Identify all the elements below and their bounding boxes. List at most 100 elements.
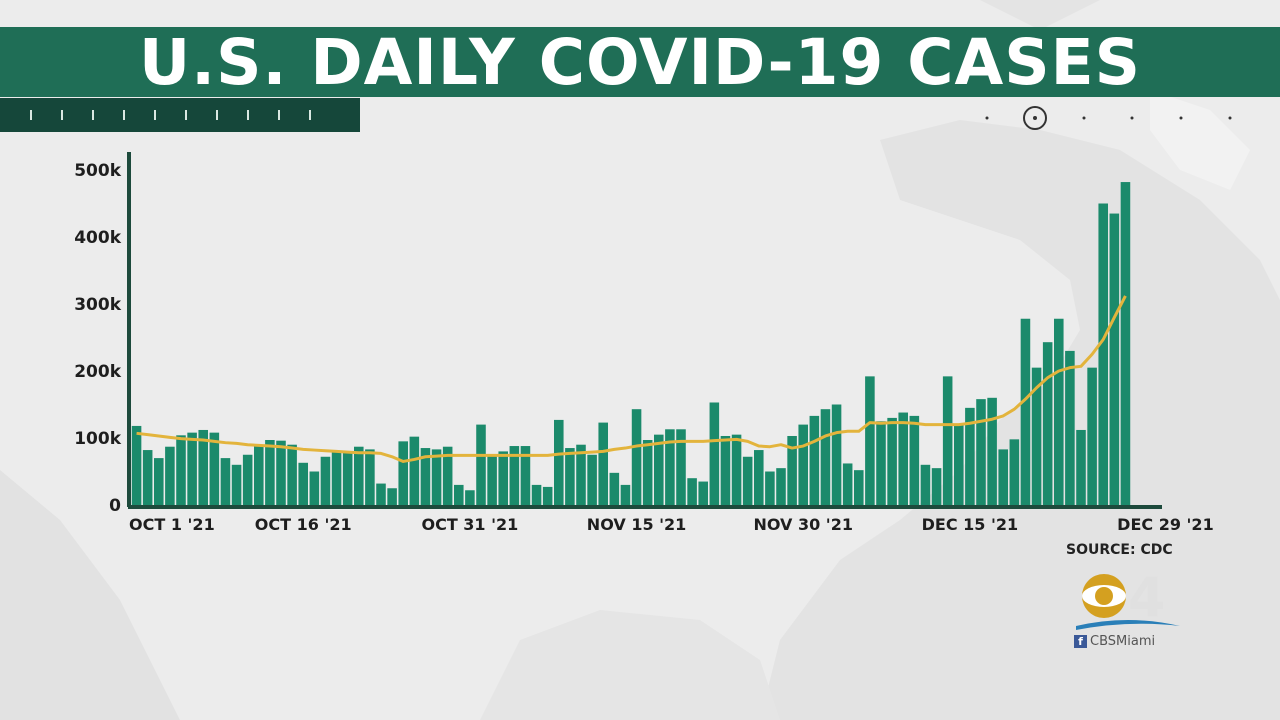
y-tick-label-200k: 200k (74, 362, 121, 382)
y-tick-label-100k: 100k (74, 429, 121, 449)
bar-nov-8 (554, 419, 564, 505)
bar-dec-28 (1109, 213, 1120, 506)
bar-nov-9 (565, 448, 575, 505)
y-tick-label-300k: 300k (74, 295, 121, 315)
bar-oct-13 (265, 440, 275, 505)
bar-dec-13 (942, 376, 953, 505)
bar-dec-17 (987, 397, 997, 505)
decorative-tick (123, 110, 125, 120)
bar-nov-16 (642, 440, 653, 505)
bar-nov-14 (620, 484, 631, 505)
bar-oct-27 (420, 448, 431, 505)
bar-oct-19 (331, 451, 342, 505)
x-tick-label-dec-29-21: DEC 29 '21 (1117, 515, 1214, 534)
bar-oct-28 (431, 449, 442, 505)
bar-dec-3 (831, 404, 842, 505)
bar-nov-12 (598, 422, 608, 505)
bar-nov-24 (731, 434, 742, 505)
bar-dec-2 (820, 409, 831, 505)
bar-oct-11 (242, 454, 253, 505)
bar-nov-17 (654, 434, 664, 505)
bar-dec-4 (842, 463, 853, 505)
bar-nov-15 (631, 409, 642, 505)
bar-oct-24 (387, 488, 397, 505)
bar-dec-25 (1076, 429, 1086, 505)
bar-oct-10 (231, 464, 242, 505)
bar-oct-9 (220, 458, 231, 505)
source-label: SOURCE: CDC (1066, 542, 1173, 558)
bar-nov-5 (520, 446, 531, 505)
x-tick-label-oct-16-21: OCT 16 '21 (255, 515, 352, 534)
cbs-eye-4-logo-icon: 4 (1076, 566, 1180, 630)
bar-oct-29 (442, 446, 453, 505)
bar-dec-15 (965, 407, 975, 505)
x-tick-label-dec-15-21: DEC 15 '21 (922, 515, 1019, 534)
bar-dec-6 (865, 376, 875, 505)
bars-group (131, 182, 1131, 506)
bar-oct-12 (254, 446, 264, 505)
decorative-tick-strip (0, 98, 360, 132)
bar-dec-19 (1009, 439, 1020, 505)
station-hashtag-text: CBSMiami (1090, 634, 1156, 649)
bar-oct-4 (165, 446, 175, 505)
bar-nov-3 (498, 451, 508, 505)
bar-dec-21 (1031, 367, 1042, 505)
svg-text:4: 4 (1128, 566, 1166, 629)
bar-nov-4 (509, 446, 520, 505)
bar-dec-29 (1120, 182, 1131, 505)
bar-nov-23 (720, 435, 731, 505)
bar-dec-10 (909, 415, 920, 505)
bar-dec-9 (898, 412, 908, 505)
bar-nov-22 (709, 402, 720, 505)
x-tick-label-oct-1-21: OCT 1 '21 (129, 515, 215, 534)
bar-dec-23 (1054, 318, 1064, 505)
bar-dec-1 (809, 415, 820, 505)
station-hashtag: f CBSMiami (1074, 634, 1155, 649)
page-title: U.S. DAILY COVID-19 CASES (139, 26, 1141, 99)
x-tick-label-nov-30-21: NOV 30 '21 (753, 515, 853, 534)
y-tick-label-0: 0 (109, 496, 121, 516)
decorative-tick (154, 110, 156, 120)
x-tick-label-oct-31-21: OCT 31 '21 (421, 515, 518, 534)
bar-oct-31 (465, 490, 475, 505)
bar-oct-8 (209, 432, 220, 505)
bar-oct-5 (176, 435, 186, 505)
bar-oct-21 (354, 446, 364, 505)
bar-oct-20 (342, 451, 353, 505)
bar-nov-29 (787, 435, 797, 505)
bar-nov-20 (687, 478, 697, 505)
facebook-icon: f (1074, 635, 1087, 648)
bar-oct-26 (409, 436, 420, 505)
decorative-tick (309, 110, 311, 120)
bar-oct-16 (298, 462, 308, 505)
decorative-tick (92, 110, 94, 120)
bar-dec-24 (1065, 350, 1075, 505)
bar-oct-23 (376, 483, 386, 505)
bar-nov-10 (576, 444, 586, 505)
y-tick-label-400k: 400k (74, 228, 121, 248)
bar-nov-19 (676, 429, 686, 505)
bar-oct-30 (454, 484, 464, 505)
x-tick-label-nov-15-21: NOV 15 '21 (587, 515, 687, 534)
bar-oct-7 (198, 429, 208, 505)
bar-oct-14 (276, 440, 286, 505)
decorative-tick (185, 110, 187, 120)
decorative-tick (278, 110, 280, 120)
bar-dec-8 (887, 417, 897, 505)
decorative-tick (61, 110, 63, 120)
decorative-tick (247, 110, 249, 120)
bar-oct-1 (131, 425, 142, 505)
bar-dec-11 (920, 464, 931, 505)
bar-nov-21 (698, 481, 708, 505)
decorative-dots (985, 106, 1232, 130)
seven-day-average-line (136, 295, 1127, 463)
bar-oct-18 (320, 456, 331, 505)
y-tick-label-500k: 500k (74, 161, 121, 181)
decorative-tick (30, 110, 32, 120)
bar-oct-15 (287, 444, 297, 505)
bar-nov-27 (765, 471, 775, 505)
bar-dec-22 (1042, 342, 1053, 505)
bar-nov-11 (587, 454, 597, 505)
bar-oct-2 (142, 450, 153, 505)
bar-oct-6 (187, 432, 197, 505)
